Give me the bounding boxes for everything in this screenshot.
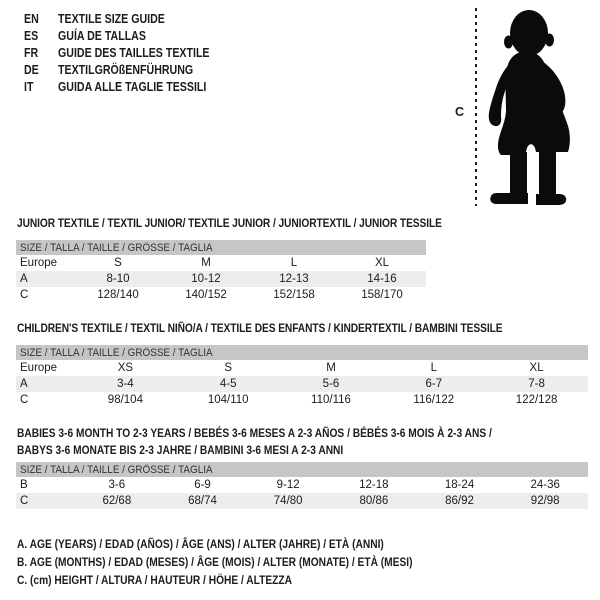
value-cell: 104/110 <box>207 394 249 406</box>
babies-table-title: BABIES 3-6 MONTH TO 2-3 YEARS / BEBÉS 3-… <box>17 424 576 458</box>
value-cell: 5-6 <box>322 378 340 390</box>
language-row: FR GUIDE DES TAILLES TEXTILE <box>24 44 236 61</box>
value-cell: 6-7 <box>425 378 443 390</box>
size-table-children: SIZE / TALLA / TAILLE / GRÖSSE / TAGLIA … <box>16 345 588 408</box>
value-cell: 9-12 <box>276 479 300 491</box>
row-label: Europe <box>20 362 58 374</box>
language-code: DE <box>24 62 39 77</box>
size-cell: XL <box>374 257 390 269</box>
size-cell: S <box>224 362 233 374</box>
height-measure-label: C <box>455 105 465 119</box>
size-cell: M <box>326 362 336 374</box>
value-cell: 86/92 <box>445 495 474 507</box>
table-row-age: A 8-10 10-12 12-13 14-16 <box>16 271 426 287</box>
value-cell: 3-4 <box>117 378 134 390</box>
language-code: EN <box>24 11 39 26</box>
value-cell: 68/74 <box>188 495 217 507</box>
language-label: GUIDA ALLE TAGLIE TESSILI <box>58 79 207 94</box>
children-table-title: CHILDREN'S TEXTILE / TEXTIL NIÑO/A / TEX… <box>17 321 503 335</box>
height-measure-dotted-line <box>475 8 477 206</box>
language-code: IT <box>24 79 34 94</box>
table-row-height: C 128/140 140/152 152/158 158/170 <box>16 287 426 303</box>
footnote-age-months: B. AGE (MONTHS) / EDAD (MESES) / ÂGE (MO… <box>17 555 413 569</box>
row-label: A <box>20 273 28 285</box>
size-cell: M <box>201 257 211 269</box>
size-header-label: SIZE / TALLA / TAILLE / GRÖSSE / TAGLIA <box>20 346 213 359</box>
size-header-label: SIZE / TALLA / TAILLE / GRÖSSE / TAGLIA <box>20 241 213 254</box>
language-label: TEXTILGRÖßENFÜHRUNG <box>58 62 194 77</box>
value-cell: 158/170 <box>361 289 403 301</box>
value-cell: 74/80 <box>273 495 303 507</box>
table-row-height: C 62/68 68/74 74/80 80/86 86/92 92/98 <box>16 493 588 509</box>
table-row-height: C 98/104 104/110 110/116 116/122 122/128 <box>16 392 588 408</box>
language-list: EN TEXTILE SIZE GUIDE ES GUÍA DE TALLAS … <box>24 10 236 95</box>
value-cell: 3-6 <box>108 479 126 491</box>
value-cell: 152/158 <box>273 289 315 301</box>
value-cell: 6-9 <box>194 479 211 491</box>
junior-table-title: JUNIOR TEXTILE / TEXTIL JUNIOR/ TEXTILE … <box>17 216 442 230</box>
value-cell: 92/98 <box>530 495 560 507</box>
value-cell: 12-13 <box>279 273 309 285</box>
value-cell: 12-18 <box>359 479 389 491</box>
language-code: FR <box>24 45 39 60</box>
value-cell: 4-5 <box>219 378 237 390</box>
baby-silhouette-icon <box>488 10 570 205</box>
babies-title-line-2: BABYS 3-6 MONATE BIS 2-3 JAHRE / BAMBINI… <box>17 442 344 457</box>
footnotes: A. AGE (YEARS) / EDAD (AÑOS) / ÂGE (ANS)… <box>17 535 482 589</box>
language-row: DE TEXTILGRÖßENFÜHRUNG <box>24 61 236 78</box>
size-cell: L <box>430 362 437 374</box>
footnote-height-cm: C. (cm) HEIGHT / ALTURA / HAUTEUR / HÖHE… <box>17 573 293 587</box>
row-label: Europe <box>20 257 58 269</box>
table-row-age-months: B 3-6 6-9 9-12 12-18 18-24 24-36 <box>16 477 588 493</box>
size-cell: XL <box>529 362 544 374</box>
row-label: C <box>20 394 29 406</box>
row-label: C <box>20 289 29 301</box>
value-cell: 62/68 <box>102 495 132 507</box>
language-label: GUÍA DE TALLAS <box>58 28 146 43</box>
row-label: B <box>20 479 28 491</box>
value-cell: 14-16 <box>367 273 397 285</box>
row-label: C <box>20 495 29 507</box>
value-cell: 24-36 <box>530 479 560 491</box>
size-header-band: SIZE / TALLA / TAILLE / GRÖSSE / TAGLIA <box>16 462 588 477</box>
value-cell: 110/116 <box>311 394 351 406</box>
value-cell: 98/104 <box>107 394 143 406</box>
size-cell: XS <box>117 362 134 374</box>
table-row-europe: Europe XS S M L XL <box>16 360 588 376</box>
size-table-junior: SIZE / TALLA / TAILLE / GRÖSSE / TAGLIA … <box>16 240 426 303</box>
language-row: ES GUÍA DE TALLAS <box>24 27 236 44</box>
row-label: A <box>20 378 28 390</box>
table-row-age: A 3-4 4-5 5-6 6-7 7-8 <box>16 376 588 392</box>
value-cell: 140/152 <box>185 289 227 301</box>
language-label: TEXTILE SIZE GUIDE <box>58 11 165 26</box>
value-cell: 8-10 <box>106 273 130 285</box>
size-header-band: SIZE / TALLA / TAILLE / GRÖSSE / TAGLIA <box>16 240 426 255</box>
value-cell: 7-8 <box>528 378 545 390</box>
size-header-band: SIZE / TALLA / TAILLE / GRÖSSE / TAGLIA <box>16 345 588 360</box>
value-cell: 122/128 <box>515 394 558 406</box>
value-cell: 10-12 <box>191 273 221 285</box>
size-cell: S <box>114 257 122 269</box>
value-cell: 128/140 <box>97 289 139 301</box>
value-cell: 116/122 <box>413 394 455 406</box>
language-row: IT GUIDA ALLE TAGLIE TESSILI <box>24 78 236 95</box>
size-table-babies: SIZE / TALLA / TAILLE / GRÖSSE / TAGLIA … <box>16 462 588 509</box>
table-row-europe: Europe S M L XL <box>16 255 426 271</box>
size-header-label: SIZE / TALLA / TAILLE / GRÖSSE / TAGLIA <box>20 463 213 476</box>
footnote-age-years: A. AGE (YEARS) / EDAD (AÑOS) / ÂGE (ANS)… <box>17 537 384 551</box>
language-code: ES <box>24 28 39 43</box>
value-cell: 80/86 <box>359 495 389 507</box>
language-row: EN TEXTILE SIZE GUIDE <box>24 10 236 27</box>
babies-title-line-1: BABIES 3-6 MONTH TO 2-3 YEARS / BEBÉS 3-… <box>17 425 492 440</box>
size-cell: L <box>290 257 298 269</box>
value-cell: 18-24 <box>444 479 475 491</box>
language-label: GUIDE DES TAILLES TEXTILE <box>58 45 210 60</box>
